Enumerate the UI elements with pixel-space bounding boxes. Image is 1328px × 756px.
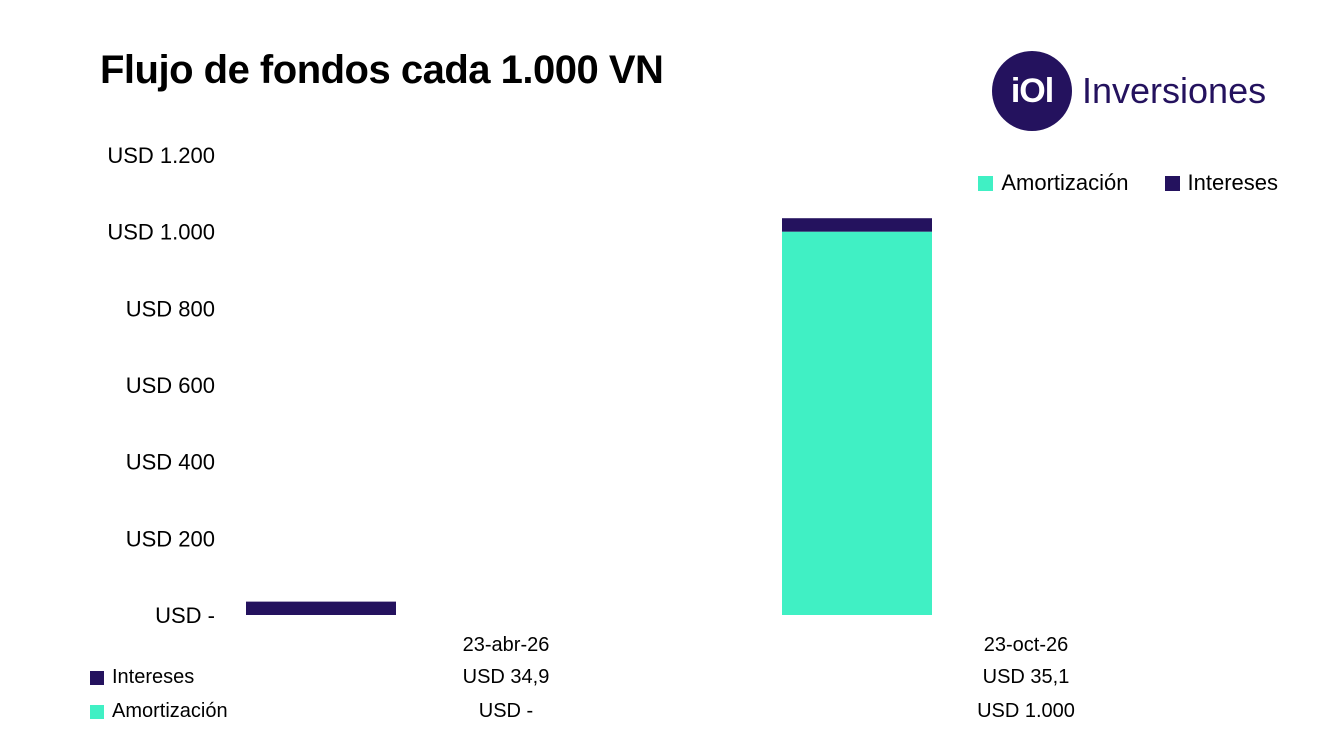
row-label-intereses: Intereses xyxy=(112,666,195,688)
brand-logo: iOl Inversiones xyxy=(992,50,1266,132)
chart-title: Flujo de fondos cada 1.000 VN xyxy=(100,48,664,92)
row-label-amortizacion: Amortización xyxy=(112,700,228,722)
legend-item-amortizacion: Amortización xyxy=(978,170,1129,196)
category-label-0: 23-abr-26 xyxy=(462,634,550,656)
bar-chart: USD - USD 200 USD 400 USD 600 USD 800 USD 1.0… xyxy=(107,143,932,628)
chart-legend: Amortización Intereses xyxy=(978,170,1278,196)
table-cell-intereses-1: USD 35,1 xyxy=(982,666,1070,688)
table-cell-intereses-0: USD 34,9 xyxy=(462,666,550,688)
bar-intereses-1 xyxy=(782,218,932,232)
legend-item-intereses: Intereses xyxy=(1164,170,1279,196)
row-swatch-amortizacion xyxy=(90,704,104,719)
legend-swatch-amortizacion xyxy=(978,175,994,191)
y-tick-label: USD 1.000 xyxy=(107,220,215,245)
table-row-amortizacion: Amortización xyxy=(90,700,228,723)
y-tick-label: USD 200 xyxy=(126,526,215,551)
legend-label-intereses: Intereses xyxy=(1187,170,1279,195)
table-cell-amortizacion-0: USD - xyxy=(478,700,534,722)
category-label-1: 23-oct-26 xyxy=(983,634,1069,656)
bar-intereses-0 xyxy=(246,601,396,615)
table-row-intereses: Intereses xyxy=(90,666,194,689)
table-cell-amortizacion-1: USD 1.000 xyxy=(977,700,1075,722)
row-swatch-intereses xyxy=(90,670,104,685)
y-tick-label: USD - xyxy=(155,603,215,628)
legend-swatch-intereses xyxy=(1164,175,1180,191)
y-tick-label: USD 1.200 xyxy=(107,143,215,168)
legend-label-amortizacion: Amortización xyxy=(1001,170,1129,195)
bar-amortizacin-1 xyxy=(782,231,932,615)
y-tick-label: USD 600 xyxy=(126,373,215,398)
logo-mark-icon: iOl xyxy=(992,51,1072,131)
y-tick-label: USD 800 xyxy=(126,296,215,321)
logo-name: Inversiones xyxy=(1082,70,1267,111)
y-tick-label: USD 400 xyxy=(126,450,215,475)
